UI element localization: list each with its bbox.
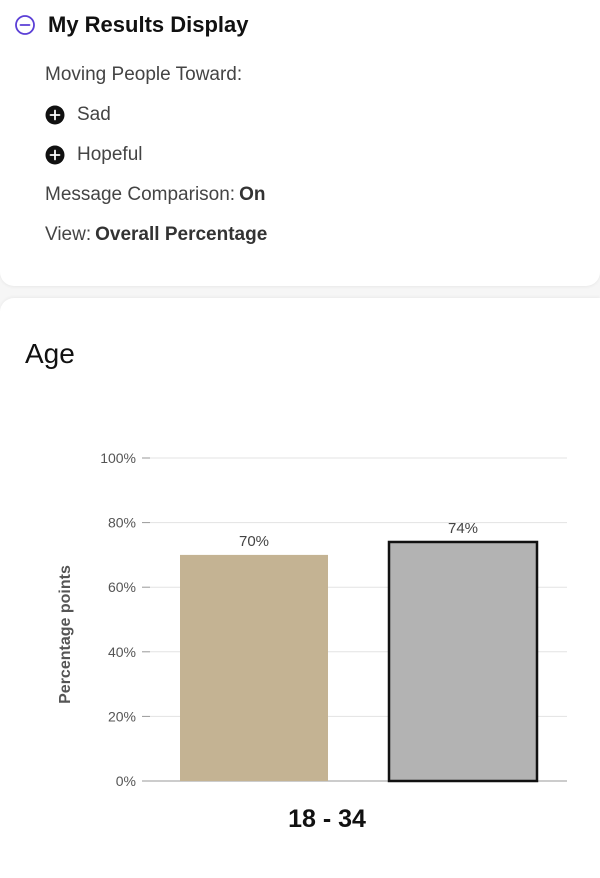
view-value: Overall Percentage: [95, 224, 268, 245]
bar-2: [387, 540, 539, 783]
view-label: View:: [45, 224, 92, 245]
y-tick-label: 80%: [108, 515, 136, 531]
moving-label: Moving People Toward:: [45, 64, 243, 85]
y-tick-label: 20%: [108, 708, 136, 724]
y-tick-label: 100%: [100, 450, 136, 466]
plus-circle-icon: [45, 145, 65, 165]
bar-1: [180, 554, 328, 781]
message-comparison: Message Comparison: On: [45, 175, 267, 215]
view-setting: View: Overall Percentage: [45, 215, 267, 255]
y-tick-label: 60%: [108, 579, 136, 595]
results-display-toggle[interactable]: My Results Display: [14, 12, 249, 38]
chart-title: Age: [25, 338, 75, 369]
emotion-item-sad: Sad: [45, 95, 267, 135]
summary-title: My Results Display: [48, 12, 249, 37]
age-chart-card: Age 0% 20% 40% 60% 80% 100% Percentage points 7…: [0, 298, 600, 878]
comparison-label: Message Comparison:: [45, 184, 236, 205]
emotion-label: Sad: [77, 104, 111, 125]
category-label: 18 - 34: [288, 805, 366, 833]
y-tick-label: 0%: [116, 773, 136, 789]
emotion-label: Hopeful: [77, 144, 143, 165]
comparison-value: On: [239, 184, 266, 205]
emotion-item-hopeful: Hopeful: [45, 135, 267, 175]
age-bar-chart: 0% 20% 40% 60% 80% 100% Percentage points 70% 74…: [57, 450, 567, 833]
bar-value-label: 70%: [239, 533, 269, 550]
plus-circle-icon: [45, 105, 65, 125]
minus-circle-icon: [15, 15, 35, 35]
summary-body: Moving People Toward: Sad Hopeful Messag…: [45, 55, 267, 255]
y-axis-label: Percentage points: [57, 565, 74, 704]
y-tick-label: 40%: [108, 644, 136, 660]
results-summary-card: My Results Display Moving People Toward:…: [0, 0, 600, 286]
bar-value-label: 74%: [448, 520, 478, 537]
